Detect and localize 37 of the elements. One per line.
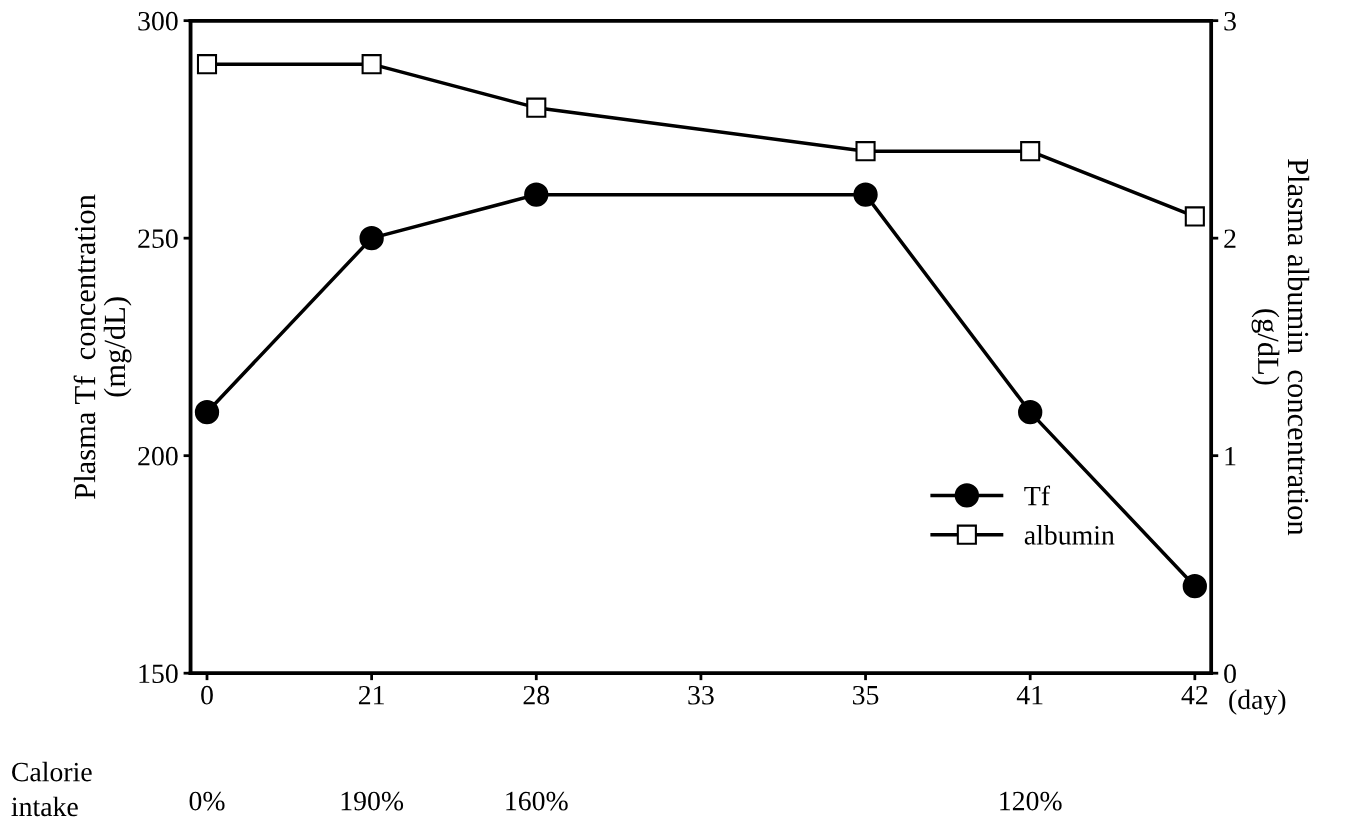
- x-tick-label: 42: [1181, 685, 1208, 705]
- point: [1184, 206, 1205, 227]
- x-tick-label: 0: [201, 685, 213, 705]
- legend-label: albumin: [1024, 525, 1115, 545]
- y2-tick-label: 0: [1224, 664, 1236, 684]
- y-tick-label: 200: [138, 446, 178, 466]
- point: [855, 141, 876, 162]
- y-tick-label: 250: [138, 229, 178, 249]
- text: 0%: [189, 791, 225, 811]
- point: [1018, 400, 1043, 425]
- x-tick-label: 33: [688, 685, 714, 705]
- point: [361, 54, 382, 75]
- text: 160%: [506, 791, 568, 811]
- point: [1020, 141, 1041, 162]
- text: 120%: [1000, 791, 1062, 811]
- text: (day): [1229, 689, 1286, 715]
- y2-tick-label: 2: [1224, 229, 1236, 248]
- x-tick-label: 35: [852, 685, 879, 705]
- legend-label: Tf: [1024, 485, 1051, 506]
- x-tick-label: 41: [1016, 685, 1043, 705]
- point: [1182, 574, 1207, 599]
- y2-axis-title: Plasma albumin concentration (g/dL): [1251, 158, 1310, 536]
- point: [194, 400, 220, 425]
- x-tick-label: 21: [358, 685, 384, 705]
- y-tick-label: 300: [138, 11, 178, 31]
- y-tick-label: 150: [139, 664, 178, 684]
- point: [196, 54, 218, 75]
- y-axis-title: Plasma Tf concentration (mg/dL): [73, 194, 132, 499]
- text: 190%: [341, 791, 404, 811]
- y2-tick-label: 1: [1225, 446, 1236, 466]
- point: [524, 182, 549, 207]
- point: [359, 226, 384, 251]
- x-tick-label: 28: [523, 685, 550, 705]
- text: Calorie intake: [11, 761, 92, 817]
- point: [853, 182, 878, 207]
- y2-tick-label: 3: [1224, 11, 1236, 31]
- point: [526, 97, 547, 118]
